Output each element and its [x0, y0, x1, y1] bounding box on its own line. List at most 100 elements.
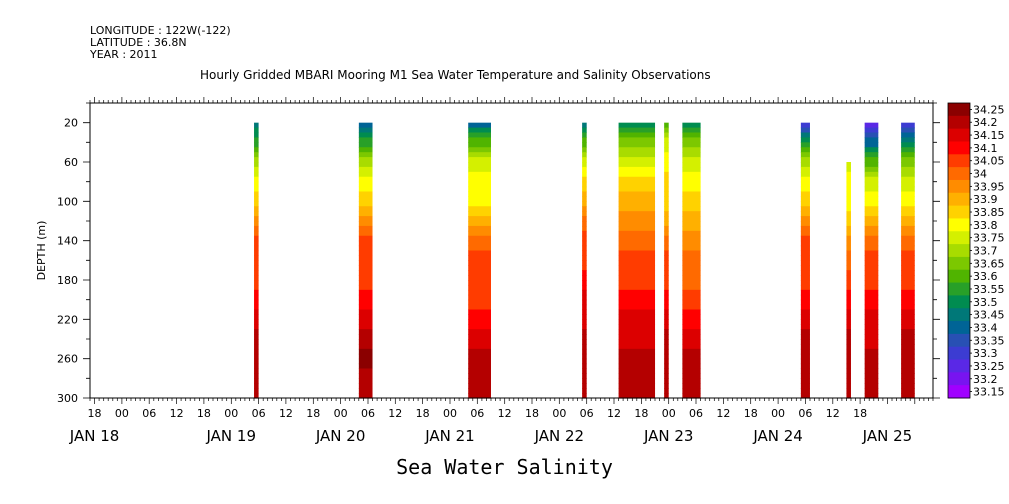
salinity-cell	[254, 221, 259, 227]
x-day-label: JAN 21	[424, 427, 475, 445]
salinity-cell	[864, 196, 879, 202]
salinity-cell	[800, 216, 810, 222]
salinity-cell	[901, 211, 915, 217]
salinity-cell	[864, 275, 879, 281]
salinity-cell	[682, 201, 701, 207]
salinity-cell	[800, 122, 810, 129]
salinity-cell	[618, 348, 656, 355]
salinity-cell	[254, 216, 259, 222]
salinity-cell	[901, 260, 915, 266]
salinity-cell	[618, 181, 656, 188]
data-column	[846, 162, 851, 399]
salinity-cell	[664, 196, 669, 202]
x-tick-label: 12	[607, 407, 621, 420]
salinity-cell	[682, 157, 701, 163]
salinity-cell	[682, 260, 701, 266]
salinity-cell	[864, 157, 879, 163]
salinity-cell	[682, 309, 701, 316]
salinity-cell	[358, 270, 373, 276]
salinity-cell	[468, 181, 491, 188]
longitude-label: LONGITUDE : 122W(-122)	[90, 24, 231, 37]
salinity-cell	[682, 162, 701, 168]
salinity-cell	[800, 353, 810, 360]
salinity-cell	[864, 319, 879, 325]
colorbar-label: 33.9	[973, 193, 998, 206]
data-column	[800, 122, 810, 399]
x-tick-label: 06	[689, 407, 703, 420]
salinity-cell	[358, 157, 373, 163]
salinity-cell	[618, 388, 656, 394]
salinity-cell	[864, 147, 879, 153]
salinity-cell	[682, 152, 701, 158]
x-minor-ticks	[89, 97, 934, 404]
salinity-cell	[682, 314, 701, 320]
salinity-cell	[864, 142, 879, 148]
salinity-cell	[254, 127, 259, 134]
salinity-cell	[582, 260, 587, 266]
salinity-cell	[901, 181, 915, 188]
salinity-cell	[682, 216, 701, 222]
salinity-cell	[468, 270, 491, 276]
salinity-cell	[358, 221, 373, 227]
salinity-cell	[682, 329, 701, 335]
salinity-cell	[864, 260, 879, 266]
salinity-cell	[846, 368, 851, 375]
salinity-cell	[864, 127, 879, 134]
salinity-cell	[800, 162, 810, 168]
salinity-cell	[901, 216, 915, 222]
salinity-cell	[468, 225, 491, 232]
salinity-cell	[901, 363, 915, 370]
salinity-cell	[682, 127, 701, 134]
x-tick-label: 12	[388, 407, 402, 420]
salinity-cell	[664, 132, 669, 139]
salinity-cell	[864, 235, 879, 242]
salinity-cell	[864, 289, 879, 296]
salinity-cell	[468, 388, 491, 394]
salinity-cell	[864, 329, 879, 335]
salinity-cell	[901, 206, 915, 212]
salinity-cell	[254, 211, 259, 217]
salinity-cell	[682, 181, 701, 188]
salinity-cell	[682, 393, 701, 399]
salinity-cell	[682, 363, 701, 370]
salinity-cell	[582, 191, 587, 198]
salinity-cell	[618, 334, 656, 340]
salinity-cell	[682, 225, 701, 232]
salinity-cell	[254, 157, 259, 163]
salinity-cell	[682, 176, 701, 183]
salinity-cell	[846, 265, 851, 271]
salinity-cell	[582, 132, 587, 139]
salinity-cell	[800, 270, 810, 276]
salinity-cell	[864, 201, 879, 207]
colorbar-swatch	[948, 128, 970, 142]
salinity-cell	[358, 230, 373, 237]
x-tick-label: 18	[416, 407, 430, 420]
salinity-cell	[468, 280, 491, 286]
salinity-cell	[664, 201, 669, 207]
salinity-cell	[582, 299, 587, 306]
salinity-cell	[358, 196, 373, 202]
salinity-cell	[582, 225, 587, 232]
salinity-cell	[901, 348, 915, 355]
salinity-cell	[846, 383, 851, 389]
salinity-cell	[358, 275, 373, 281]
salinity-cell	[582, 368, 587, 375]
salinity-cell	[582, 334, 587, 340]
salinity-cell	[864, 166, 879, 173]
salinity-cell	[618, 289, 656, 296]
salinity-cell	[682, 235, 701, 242]
salinity-cell	[582, 250, 587, 257]
salinity-cell	[468, 265, 491, 271]
salinity-cell	[582, 127, 587, 134]
salinity-cell	[358, 393, 373, 399]
colorbar-swatch	[948, 141, 970, 155]
salinity-cell	[664, 348, 669, 355]
salinity-cell	[682, 147, 701, 153]
salinity-cell	[618, 250, 656, 257]
colorbar-label: 34.15	[973, 129, 1005, 142]
salinity-cell	[468, 324, 491, 330]
salinity-cell	[800, 235, 810, 242]
salinity-cell	[582, 162, 587, 168]
salinity-cell	[254, 388, 259, 394]
salinity-cell	[582, 304, 587, 311]
